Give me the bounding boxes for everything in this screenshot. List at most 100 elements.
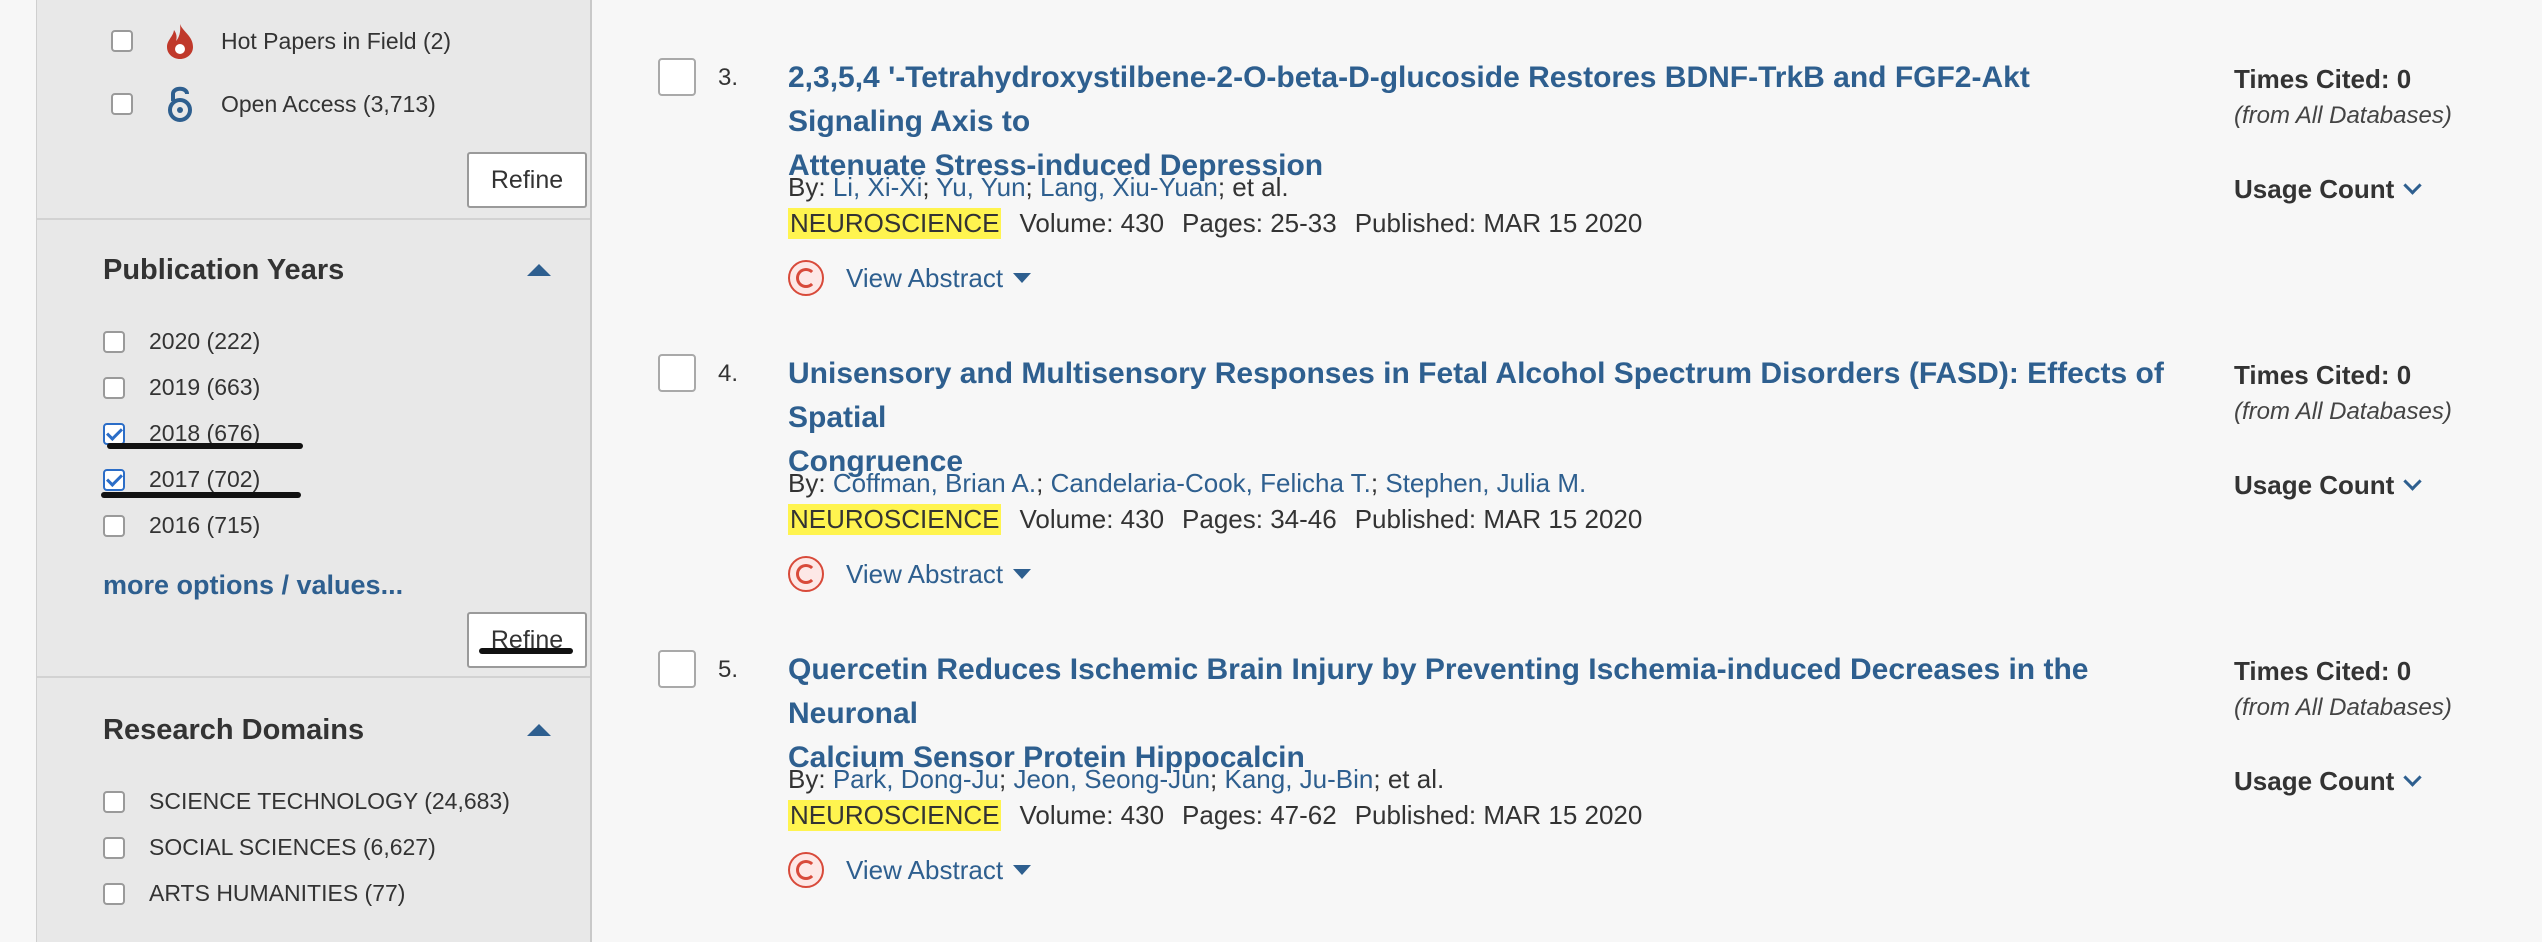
domain-social-sciences-filter[interactable]: SOCIAL SCIENCES (6,627)	[103, 834, 436, 861]
domain-arts-humanities-label: ARTS HUMANITIES (77)	[149, 880, 406, 906]
year-2016-filter[interactable]: 2016 (715)	[103, 512, 260, 539]
domain-arts-humanities-filter[interactable]: ARTS HUMANITIES (77)	[103, 880, 405, 907]
record-number: 4.	[718, 360, 739, 387]
year-2017-filter[interactable]: 2017 (702)	[103, 466, 260, 493]
record-title-line: 2,3,5,4 '-Tetrahydroxystilbene-2-O-beta-…	[788, 61, 2030, 138]
chevron-down-icon	[2403, 176, 2423, 195]
filter-open-access[interactable]: Open Access (3,713)	[111, 84, 436, 124]
year-2018-filter[interactable]: 2018 (676)	[103, 420, 260, 447]
record-title-link[interactable]: Quercetin Reduces Ischemic Brain Injury …	[788, 648, 2168, 780]
record-title-line: Quercetin Reduces Ischemic Brain Injury …	[788, 653, 2089, 730]
author-link[interactable]: Candelaria-Cook, Felicha T.	[1050, 468, 1371, 498]
refine-button[interactable]: Refine	[467, 152, 587, 208]
flame-icon	[167, 24, 193, 59]
annotation-underline	[107, 443, 303, 449]
view-abstract-toggle[interactable]: View Abstract	[788, 556, 1032, 592]
chevron-down-icon	[2403, 472, 2423, 491]
usage-count-label: Usage Count	[2234, 766, 2395, 796]
more-options-link[interactable]: more options / values...	[103, 570, 404, 600]
hot-papers-checkbox[interactable]	[111, 30, 133, 52]
domain-social-sciences-checkbox[interactable]	[103, 836, 125, 859]
open-access-label: Open Access (3,713)	[221, 90, 436, 117]
author-link[interactable]: Lang, Xiu-Yuan	[1040, 172, 1218, 202]
by-label: By:	[788, 764, 826, 794]
research-domains-title: Research Domains	[103, 714, 365, 746]
author-link[interactable]: Li, Xi-Xi	[832, 172, 923, 202]
journal-name: NEUROSCIENCE	[788, 800, 1002, 831]
usage-count-label: Usage Count	[2234, 174, 2395, 204]
refine-years-button[interactable]: Refine	[467, 612, 587, 668]
times-cited-source: (from All Databases)	[2234, 694, 2452, 721]
open-access-checkbox[interactable]	[111, 93, 133, 115]
view-abstract-label: View Abstract	[846, 558, 1004, 589]
annotation-underline	[101, 492, 301, 498]
sfx-link-icon[interactable]	[788, 556, 824, 592]
usage-count-toggle[interactable]: Usage Count	[2234, 470, 2423, 501]
year-2016-label: 2016 (715)	[149, 512, 261, 538]
author-link[interactable]: Stephen, Julia M.	[1385, 468, 1587, 498]
times-cited[interactable]: Times Cited: 0	[2234, 656, 2412, 686]
domain-social-sciences-label: SOCIAL SCIENCES (6,627)	[149, 834, 436, 860]
record-authors: By: Li, Xi-Xi; Yu, Yun; Lang, Xiu-Yuan; …	[788, 172, 1289, 202]
published-date: Published: MAR 15 2020	[1354, 208, 1643, 238]
sfx-link-icon[interactable]	[788, 852, 824, 888]
record-title-line: Calcium Sensor Protein Hippocalcin	[788, 741, 1305, 774]
times-cited[interactable]: Times Cited: 0	[2234, 360, 2412, 390]
view-abstract-label: View Abstract	[846, 262, 1004, 293]
journal-name: NEUROSCIENCE	[788, 208, 1002, 239]
author-link[interactable]: Coffman, Brian A.	[832, 468, 1037, 498]
chevron-down-icon	[2403, 768, 2423, 787]
record-title-link[interactable]: 2,3,5,4 '-Tetrahydroxystilbene-2-O-beta-…	[788, 56, 2168, 188]
author-link[interactable]: Kang, Ju-Bin	[1224, 764, 1374, 794]
view-abstract-toggle[interactable]: View Abstract	[788, 260, 1032, 296]
author-link[interactable]: Jeon, Seong-Jun	[1013, 764, 1211, 794]
record-title-line: Congruence	[788, 445, 964, 478]
year-2018-checkbox[interactable]	[103, 422, 125, 445]
collapse-publication-years-icon[interactable]	[527, 264, 551, 276]
caret-down-icon	[1013, 569, 1032, 579]
record-title-link[interactable]: Unisensory and Multisensory Responses in…	[788, 352, 2168, 484]
filter-hot-papers[interactable]: Hot Papers in Field (2)	[111, 22, 451, 60]
times-cited-source: (from All Databases)	[2234, 102, 2452, 129]
year-2019-checkbox[interactable]	[103, 376, 125, 399]
author-link[interactable]: Park, Dong-Ju	[832, 764, 999, 794]
usage-count-toggle[interactable]: Usage Count	[2234, 766, 2423, 797]
year-2018-label: 2018 (676)	[149, 420, 261, 446]
record-number: 3.	[718, 64, 739, 91]
et-al: ; et al.	[1217, 172, 1289, 202]
filter-sidebar: Hot Papers in Field (2) Open Access (3,7…	[36, 0, 592, 942]
collapse-research-domains-icon[interactable]	[527, 724, 551, 736]
record-source: NEUROSCIENCE Volume: 430 Pages: 34-46 Pu…	[788, 504, 1642, 535]
times-cited[interactable]: Times Cited: 0	[2234, 64, 2412, 94]
author-link[interactable]: Yu, Yun	[936, 172, 1026, 202]
year-2019-label: 2019 (663)	[149, 374, 261, 400]
record-select-checkbox[interactable]	[658, 354, 696, 392]
publication-years-title: Publication Years	[103, 254, 345, 286]
record-select-checkbox[interactable]	[658, 650, 696, 688]
record-authors: By: Coffman, Brian A.; Candelaria-Cook, …	[788, 468, 1587, 498]
year-2020-label: 2020 (222)	[149, 328, 261, 354]
record-source: NEUROSCIENCE Volume: 430 Pages: 47-62 Pu…	[788, 800, 1642, 831]
caret-down-icon	[1013, 273, 1032, 283]
caret-down-icon	[1013, 865, 1032, 875]
domain-science-technology-filter[interactable]: SCIENCE TECHNOLOGY (24,683)	[103, 788, 510, 815]
volume: Volume: 430	[1019, 800, 1165, 830]
published-date: Published: MAR 15 2020	[1354, 800, 1643, 830]
view-abstract-toggle[interactable]: View Abstract	[788, 852, 1032, 888]
pages: Pages: 47-62	[1182, 800, 1337, 830]
record-select-checkbox[interactable]	[658, 58, 696, 96]
year-2020-checkbox[interactable]	[103, 330, 125, 353]
domain-science-technology-checkbox[interactable]	[103, 790, 125, 813]
year-2017-label: 2017 (702)	[149, 466, 261, 492]
usage-count-toggle[interactable]: Usage Count	[2234, 174, 2423, 205]
open-access-icon	[168, 86, 192, 122]
year-2019-filter[interactable]: 2019 (663)	[103, 374, 260, 401]
sfx-link-icon[interactable]	[788, 260, 824, 296]
year-2017-checkbox[interactable]	[103, 468, 125, 491]
year-2016-checkbox[interactable]	[103, 514, 125, 537]
domain-arts-humanities-checkbox[interactable]	[103, 882, 125, 905]
usage-count-label: Usage Count	[2234, 470, 2395, 500]
year-2020-filter[interactable]: 2020 (222)	[103, 328, 260, 355]
journal-name: NEUROSCIENCE	[788, 504, 1002, 535]
by-label: By:	[788, 468, 826, 498]
